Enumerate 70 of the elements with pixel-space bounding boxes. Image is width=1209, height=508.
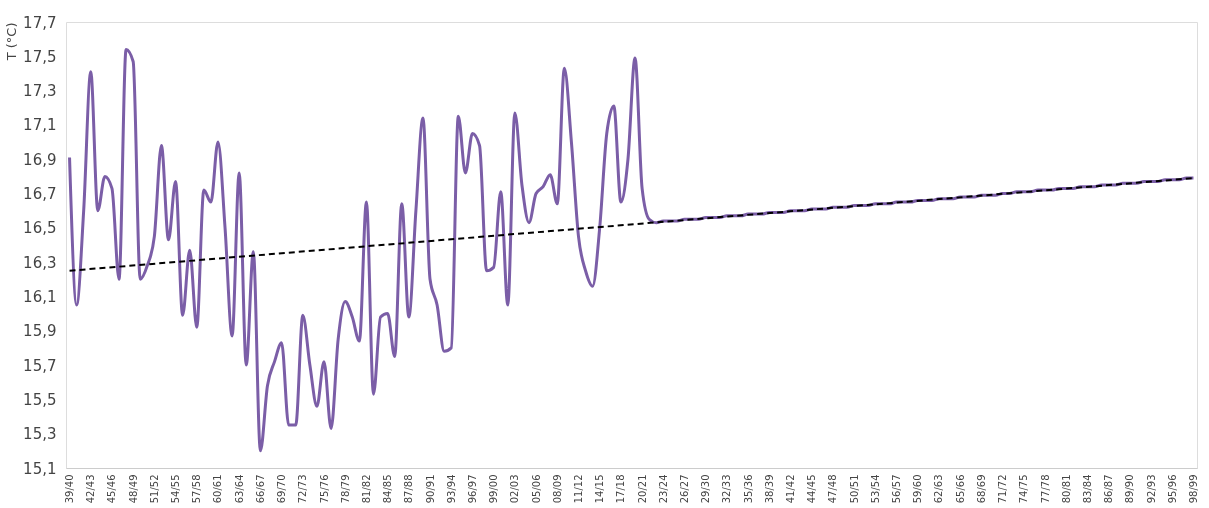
y-tick-label: 16,9 (23, 150, 57, 169)
x-tick-label: 72/73 (297, 474, 309, 504)
x-tick-label: 95/96 (1166, 474, 1178, 504)
x-tick-label: 32/33 (721, 474, 733, 504)
x-tick-label: 81/82 (360, 474, 372, 504)
x-tick-label: 89/90 (1124, 474, 1136, 504)
x-tick-label: 45/46 (106, 474, 118, 504)
x-tick-label: 83/84 (1081, 474, 1093, 504)
x-tick-label: 93/94 (445, 474, 457, 504)
x-tick-label: 08/09 (551, 474, 563, 504)
x-tick-label: 80/81 (1060, 474, 1072, 504)
x-tick-label: 59/60 (912, 474, 924, 504)
x-tick-label: 47/48 (827, 474, 839, 504)
y-tick-label: 17,1 (23, 116, 57, 135)
x-tick-label: 48/49 (127, 474, 139, 504)
x-tick-label: 02/03 (509, 474, 521, 504)
x-tick-label: 96/97 (466, 474, 478, 504)
y-tick-label: 17,3 (23, 82, 57, 101)
y-tick-label: 16,3 (23, 253, 57, 272)
y-tick-label: 17,7 (23, 13, 57, 32)
x-tick-label: 53/54 (869, 474, 881, 504)
x-tick-label: 87/88 (403, 474, 415, 504)
y-tick-label: 16,5 (23, 219, 57, 238)
x-tick-label: 84/85 (382, 474, 394, 504)
x-tick-label: 86/87 (1103, 474, 1115, 504)
y-tick-label: 17,5 (23, 47, 57, 66)
x-tick-label: 54/55 (170, 474, 182, 504)
y-tick-label: 15,5 (23, 390, 57, 409)
line-series (68, 47, 1195, 453)
y-tick-label: 15,1 (23, 459, 57, 478)
x-tick-label: 23/24 (657, 474, 669, 504)
x-tick-label: 62/63 (933, 474, 945, 504)
x-tick-label: 69/70 (276, 474, 288, 504)
x-tick-label: 29/30 (700, 474, 712, 504)
x-tick-label: 74/75 (1018, 474, 1030, 504)
x-tick-label: 44/45 (806, 474, 818, 504)
x-tick-label: 35/36 (742, 474, 754, 504)
x-tick-label: 90/91 (424, 474, 436, 504)
x-tick-label: 50/51 (848, 474, 860, 504)
x-tick-label: 78/79 (339, 474, 351, 504)
x-tick-label: 65/66 (954, 474, 966, 504)
x-tick-label: 11/12 (572, 474, 584, 504)
y-axis-title: T (°C) (4, 22, 20, 62)
x-tick-label: 60/61 (212, 474, 224, 504)
x-tick-label: 14/15 (594, 474, 606, 504)
y-tick-label: 15,7 (23, 356, 57, 375)
x-tick-label: 57/58 (191, 474, 203, 504)
x-tick-label: 98/99 (1187, 474, 1199, 504)
x-tick-label: 68/69 (975, 474, 987, 504)
x-tick-label: 41/42 (785, 474, 797, 504)
x-tick-label: 20/21 (636, 474, 648, 504)
y-tick-label: 15,9 (23, 322, 57, 341)
y-tick-label: 15,3 (23, 425, 57, 444)
x-tick-label: 77/78 (1039, 474, 1051, 504)
y-tick-label: 16,1 (23, 287, 57, 306)
x-tick-label: 75/76 (318, 474, 330, 504)
x-tick-label: 39/40 (64, 474, 76, 504)
x-tick-label: 42/43 (85, 474, 97, 504)
x-tick-label: 26/27 (679, 474, 691, 504)
x-tick-label: 51/52 (148, 474, 160, 504)
x-tick-label: 56/57 (891, 474, 903, 504)
x-tick-label: 99/00 (488, 474, 500, 504)
x-tick-label: 71/72 (997, 474, 1009, 504)
x-tick-label: 66/67 (254, 474, 266, 504)
x-tick-label: 92/93 (1145, 474, 1157, 504)
x-tick-label: 63/64 (233, 474, 245, 504)
y-tick-label: 16,7 (23, 185, 57, 204)
x-tick-label: 17/18 (615, 474, 627, 504)
x-tick-label: 38/39 (763, 474, 775, 504)
x-tick-label: 05/06 (530, 474, 542, 504)
